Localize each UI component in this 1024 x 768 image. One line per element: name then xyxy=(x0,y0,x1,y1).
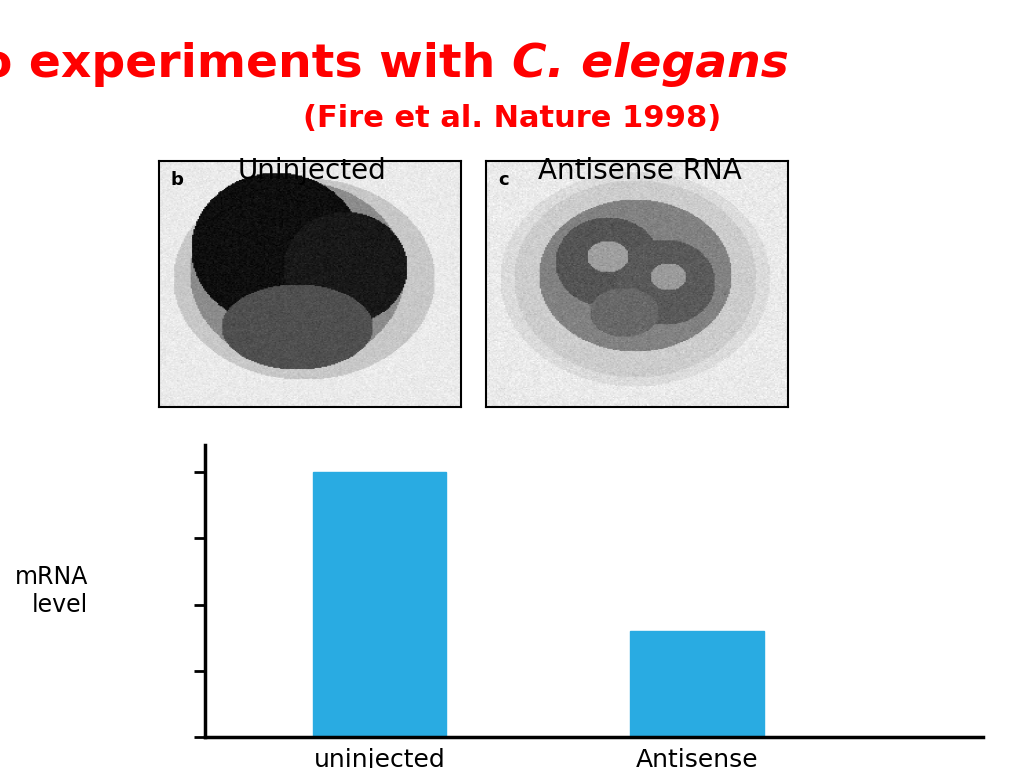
Text: Fire and Mello experiments with: Fire and Mello experiments with xyxy=(0,42,512,88)
Text: Antisense RNA: Antisense RNA xyxy=(539,157,741,185)
Bar xyxy=(312,472,446,737)
Text: Uninjected: Uninjected xyxy=(238,157,387,185)
Text: c: c xyxy=(499,171,509,189)
Bar xyxy=(631,631,764,737)
Text: C. elegans: C. elegans xyxy=(512,42,788,88)
Text: (Fire et al. Nature 1998): (Fire et al. Nature 1998) xyxy=(303,104,721,133)
Text: b: b xyxy=(171,171,183,189)
Y-axis label: mRNA
level: mRNA level xyxy=(14,565,88,617)
